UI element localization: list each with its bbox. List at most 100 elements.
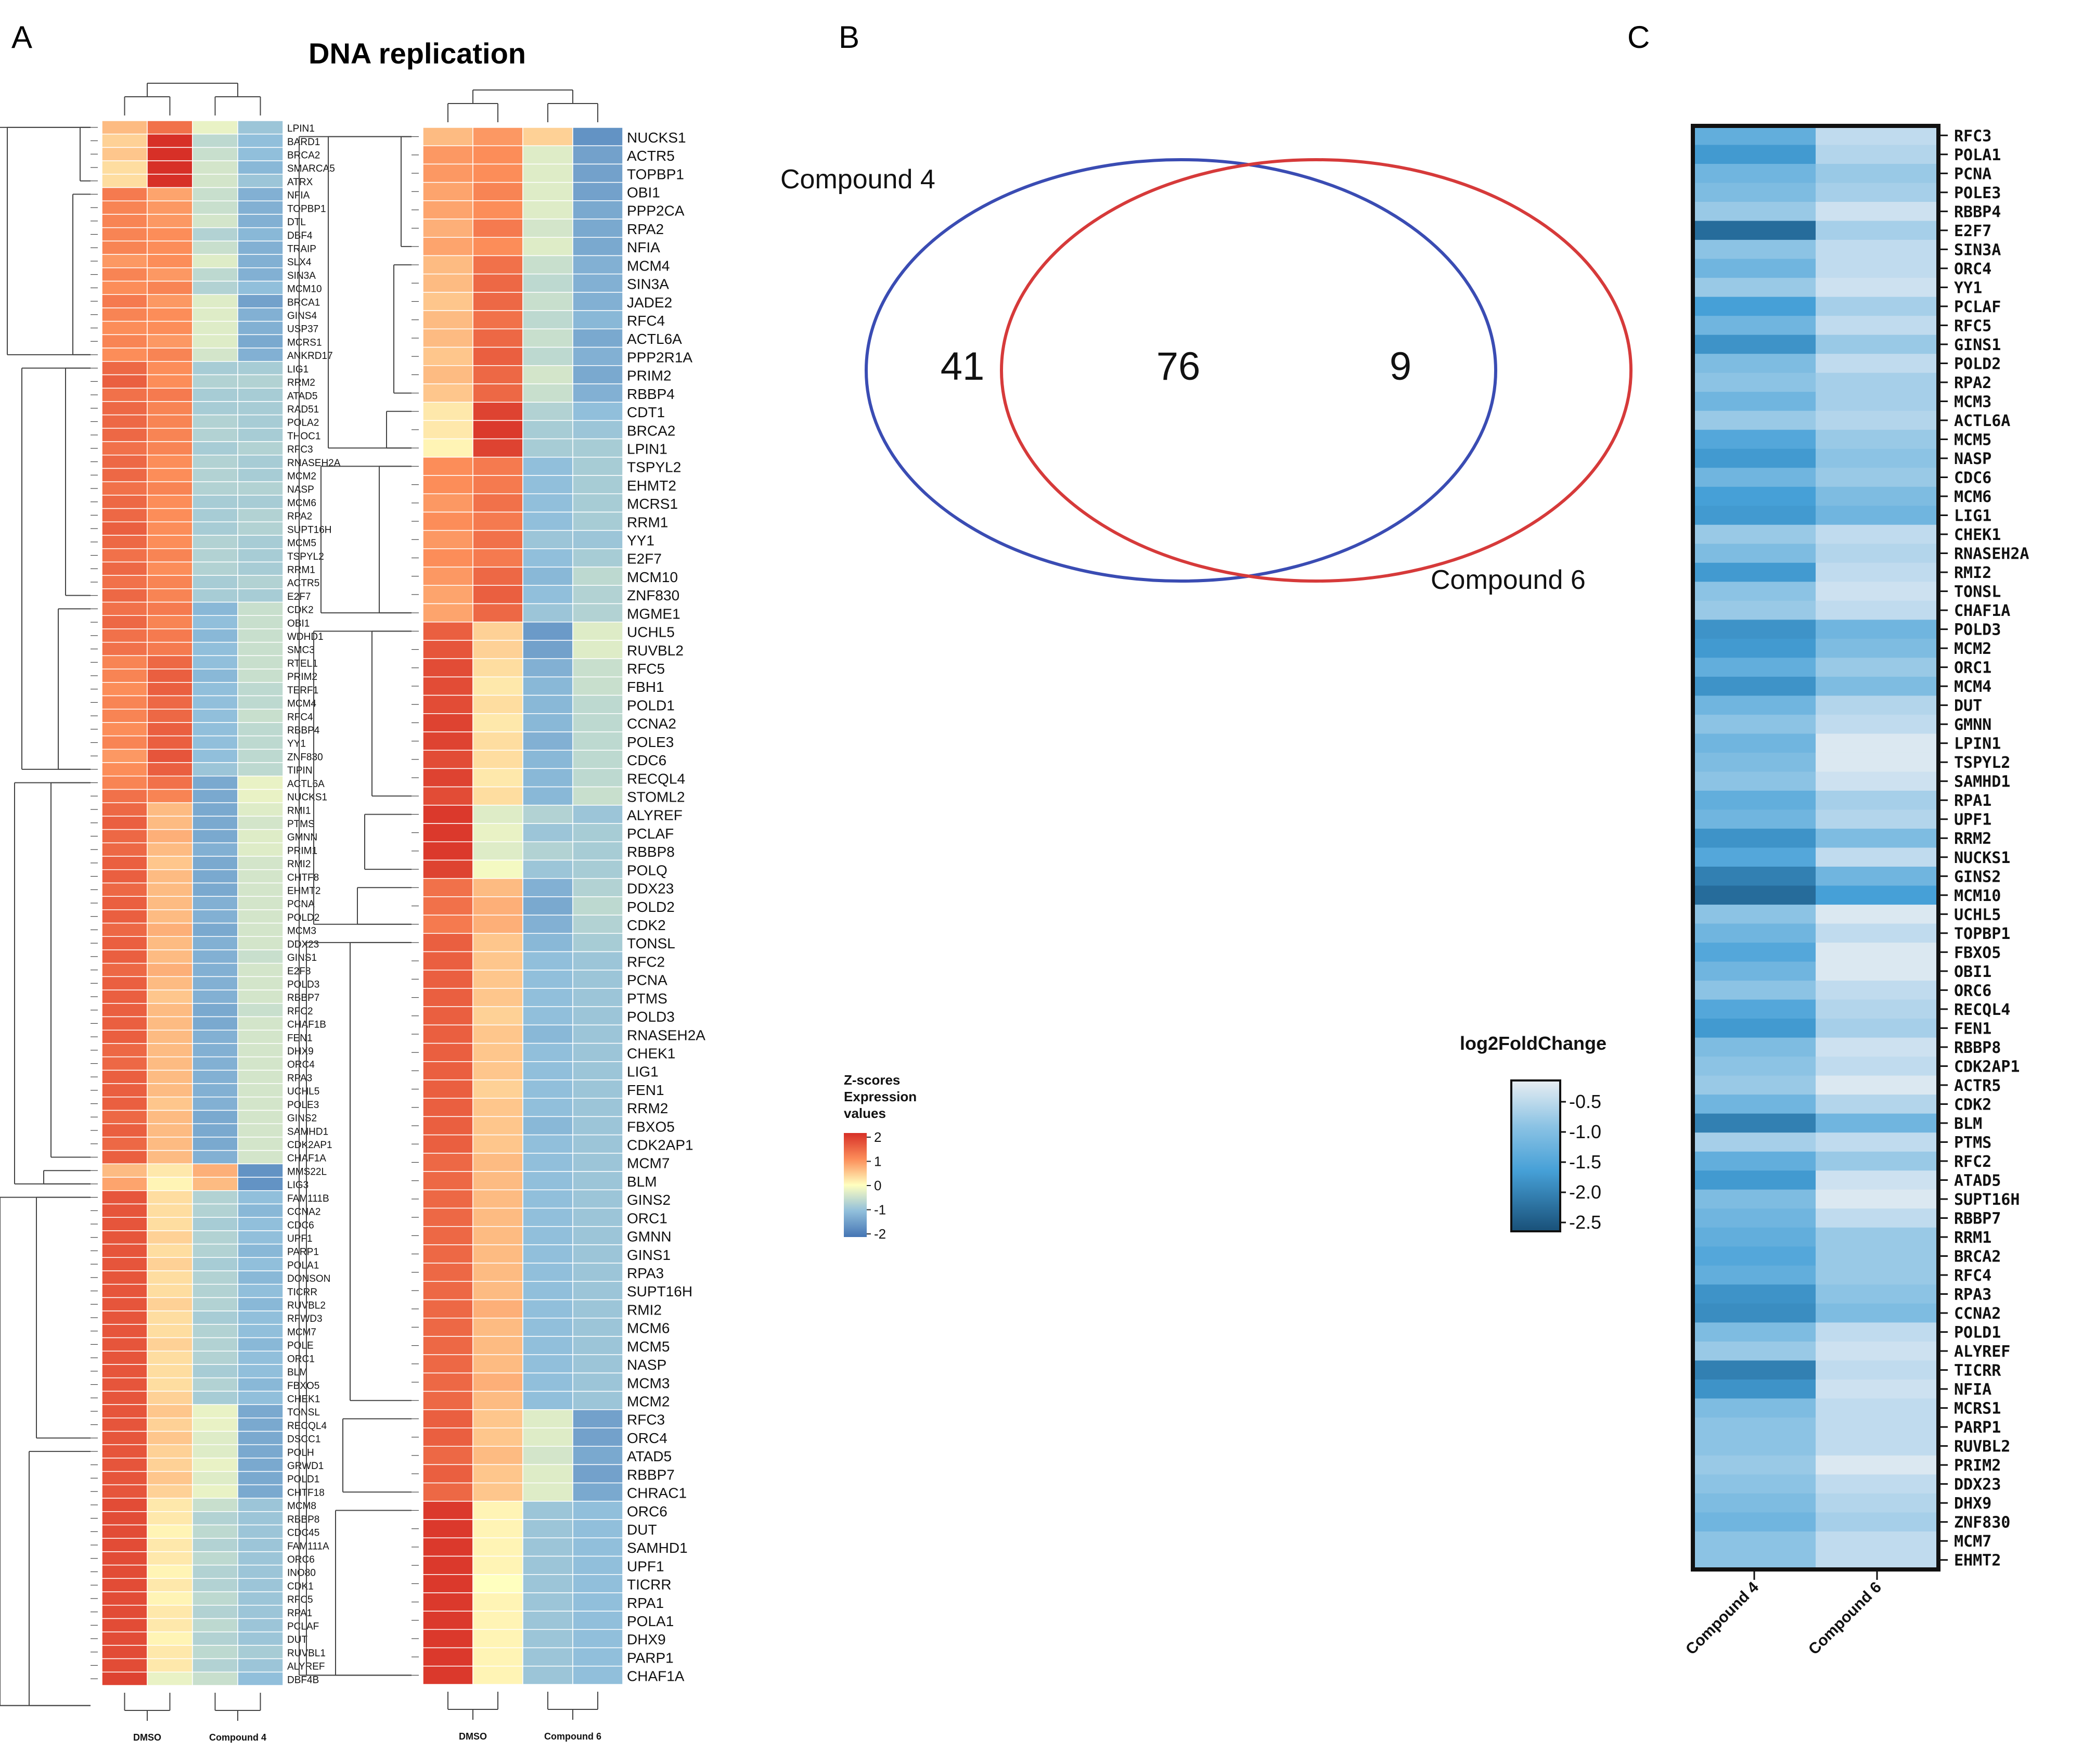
heatmap-cell bbox=[147, 1083, 193, 1098]
heatmap-cell bbox=[192, 1471, 238, 1486]
row-label: DONSON bbox=[287, 1273, 330, 1284]
heatmap-cell bbox=[237, 1431, 284, 1445]
heatmap-cell bbox=[237, 1190, 284, 1205]
heatmap-cell bbox=[192, 1444, 238, 1459]
heatmap-cell bbox=[522, 420, 573, 440]
heatmap-cell bbox=[1816, 1474, 1938, 1494]
heatmap-cell bbox=[522, 1482, 573, 1502]
heatmap-cell bbox=[472, 1611, 523, 1630]
row-label: BRCA2 bbox=[287, 150, 320, 161]
heatmap-cell bbox=[522, 1281, 573, 1301]
heatmap-cell bbox=[422, 1244, 473, 1264]
row-label: CHEK1 bbox=[627, 1045, 675, 1061]
heatmap-cell bbox=[147, 1538, 193, 1552]
heatmap-cell bbox=[147, 601, 193, 616]
heatmap-cell bbox=[101, 816, 148, 830]
heatmap-cell bbox=[472, 1281, 523, 1301]
heatmap-cell bbox=[1693, 790, 1816, 810]
heatmap-cell bbox=[1816, 1246, 1938, 1266]
heatmap-cell bbox=[147, 535, 193, 549]
heatmap-cell bbox=[422, 1446, 473, 1465]
heatmap-cell bbox=[192, 1257, 238, 1271]
heatmap-cell bbox=[237, 1083, 284, 1098]
heatmap-cell bbox=[472, 237, 523, 256]
heatmap-cell bbox=[147, 1551, 193, 1566]
heatmap-cell bbox=[101, 1364, 148, 1379]
heatmap-cell bbox=[572, 566, 623, 586]
row-label: FEN1 bbox=[627, 1082, 664, 1098]
heatmap-cell bbox=[147, 508, 193, 523]
heatmap-cell bbox=[147, 575, 193, 589]
row-label: ORC4 bbox=[627, 1430, 667, 1446]
heatmap-cell bbox=[192, 949, 238, 964]
heatmap-cell bbox=[1693, 961, 1816, 981]
heatmap-cell bbox=[237, 1217, 284, 1231]
heatmap-cell bbox=[472, 1024, 523, 1044]
heatmap-cell bbox=[472, 859, 523, 879]
legend-title: Expression bbox=[844, 1089, 917, 1104]
heatmap-cell bbox=[147, 588, 193, 603]
heatmap-cell bbox=[422, 1666, 473, 1685]
heatmap-cell bbox=[192, 320, 238, 336]
row-label: RRM2 bbox=[627, 1100, 668, 1116]
venn-set-label: Compound 6 bbox=[1431, 565, 1586, 595]
heatmap-cell bbox=[147, 896, 193, 910]
heatmap-cell bbox=[1693, 1474, 1816, 1494]
heatmap-cell bbox=[101, 1418, 148, 1432]
heatmap-cell bbox=[1816, 943, 1938, 962]
heatmap-cell bbox=[1693, 714, 1816, 734]
row-label: CCNA2 bbox=[287, 1207, 320, 1218]
heatmap-cell bbox=[472, 805, 523, 824]
heatmap-cell bbox=[101, 1578, 148, 1592]
heatmap-cell bbox=[472, 1244, 523, 1264]
heatmap-cell bbox=[422, 676, 473, 696]
heatmap-cell bbox=[522, 255, 573, 275]
heatmap-cell bbox=[237, 1498, 284, 1512]
heatmap-cell bbox=[101, 521, 148, 536]
heatmap-cell bbox=[192, 214, 238, 228]
row-label: MMS22L bbox=[287, 1166, 327, 1177]
heatmap-cell bbox=[192, 1097, 238, 1111]
heatmap-cell bbox=[1693, 1284, 1816, 1304]
heatmap-cell bbox=[522, 676, 573, 696]
row-label: POLH bbox=[287, 1447, 314, 1458]
row-dendrogram bbox=[299, 136, 419, 1676]
heatmap-cell bbox=[237, 320, 284, 336]
heatmap-cell bbox=[1693, 923, 1816, 943]
row-label: POLE bbox=[287, 1341, 314, 1351]
heatmap-cell bbox=[1816, 771, 1938, 791]
heatmap-cell bbox=[237, 1056, 284, 1071]
heatmap-cell bbox=[572, 731, 623, 751]
row-label: E2F7 bbox=[627, 551, 662, 567]
heatmap-cell bbox=[422, 328, 473, 348]
heatmap-cell bbox=[192, 1003, 238, 1018]
row-label: MCM7 bbox=[287, 1327, 316, 1338]
heatmap-cell bbox=[1816, 430, 1938, 449]
heatmap-cell bbox=[192, 240, 238, 255]
heatmap-cell bbox=[237, 842, 284, 857]
heatmap-cell bbox=[1693, 410, 1816, 430]
heatmap-cell bbox=[237, 495, 284, 509]
heatmap-cell bbox=[147, 882, 193, 897]
heatmap-cell bbox=[1816, 1512, 1938, 1532]
heatmap-cell bbox=[572, 420, 623, 440]
row-label: LIG3 bbox=[287, 1180, 309, 1191]
heatmap-cell bbox=[1693, 1550, 1816, 1570]
heatmap-cell bbox=[1816, 981, 1938, 1000]
row-label: RAD51 bbox=[287, 404, 319, 415]
heatmap-cell bbox=[522, 1207, 573, 1227]
heatmap-cell bbox=[1816, 582, 1938, 601]
heatmap-cell bbox=[1693, 867, 1816, 886]
heatmap-cell bbox=[101, 1458, 148, 1472]
heatmap-cell bbox=[147, 1097, 193, 1111]
heatmap-cell bbox=[472, 346, 523, 366]
heatmap-cell bbox=[1693, 1493, 1816, 1513]
heatmap-cell bbox=[1816, 790, 1938, 810]
row-label: UCHL5 bbox=[627, 624, 675, 640]
heatmap-cell bbox=[422, 640, 473, 659]
heatmap-cell bbox=[522, 1098, 573, 1117]
heatmap-cell bbox=[422, 694, 473, 714]
heatmap-cell bbox=[1693, 1341, 1816, 1361]
heatmap-cell bbox=[192, 1056, 238, 1071]
row-label: MCM4 bbox=[627, 257, 670, 274]
